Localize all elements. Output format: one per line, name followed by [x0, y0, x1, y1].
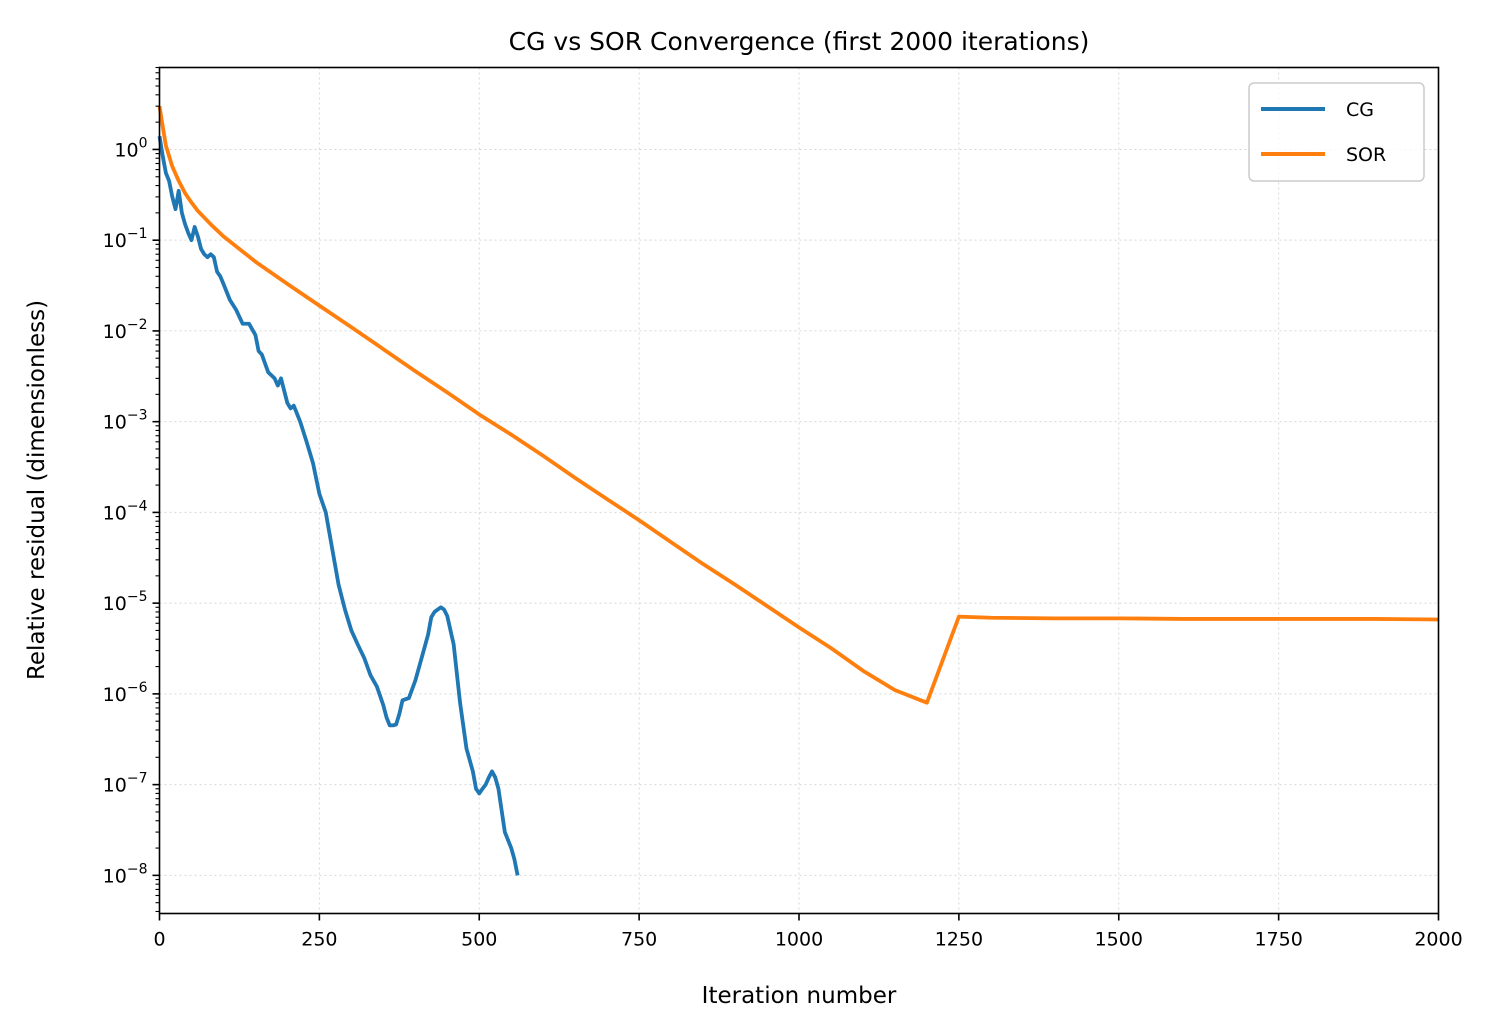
x-axis-label: Iteration number [702, 983, 897, 1009]
x-tick-label: 1750 [1254, 929, 1302, 951]
series-layer [157, 105, 1439, 876]
x-tick-label: 0 [153, 929, 165, 951]
y-axis-label: Relative residual (dimensionless) [24, 300, 50, 680]
y-tick-label: 10−6 [103, 680, 148, 706]
y-axis: 100 10−1 10−2 10−3 10−4 10−5 10−6 10−7 10−8 [103, 66, 160, 913]
legend-label-sor: SOR [1346, 144, 1386, 166]
x-tick-label: 1250 [935, 929, 983, 951]
grid-lines [159, 67, 1439, 914]
y-tick-label: 10−7 [103, 771, 148, 797]
x-tick-label: 2000 [1414, 929, 1462, 951]
x-tick-label: 250 [301, 929, 337, 951]
legend-box [1248, 82, 1425, 182]
x-tick-label: 1500 [1095, 929, 1143, 951]
x-tick-label: 750 [621, 929, 657, 951]
series-line-cg [157, 135, 520, 876]
x-tick-label: 500 [461, 929, 497, 951]
y-tick-label: 10−3 [103, 408, 148, 434]
legend-label-cg: CG [1346, 99, 1374, 121]
y-tick-label: 10−4 [103, 498, 148, 524]
y-tick-label: 10−8 [103, 861, 148, 887]
x-tick-label: 1000 [775, 929, 823, 951]
chart-title: CG vs SOR Convergence (first 2000 iterat… [509, 27, 1090, 56]
legend: CG SOR [1248, 82, 1425, 182]
y-tick-label: 10−1 [103, 226, 148, 252]
y-tick-label: 100 [114, 135, 147, 161]
y-tick-label: 10−2 [103, 317, 148, 343]
series-line-sor [157, 105, 1439, 705]
y-tick-label: 10−5 [103, 589, 148, 615]
x-axis: 0 250 500 750 1000 1250 1500 1750 2000 [153, 913, 1463, 951]
